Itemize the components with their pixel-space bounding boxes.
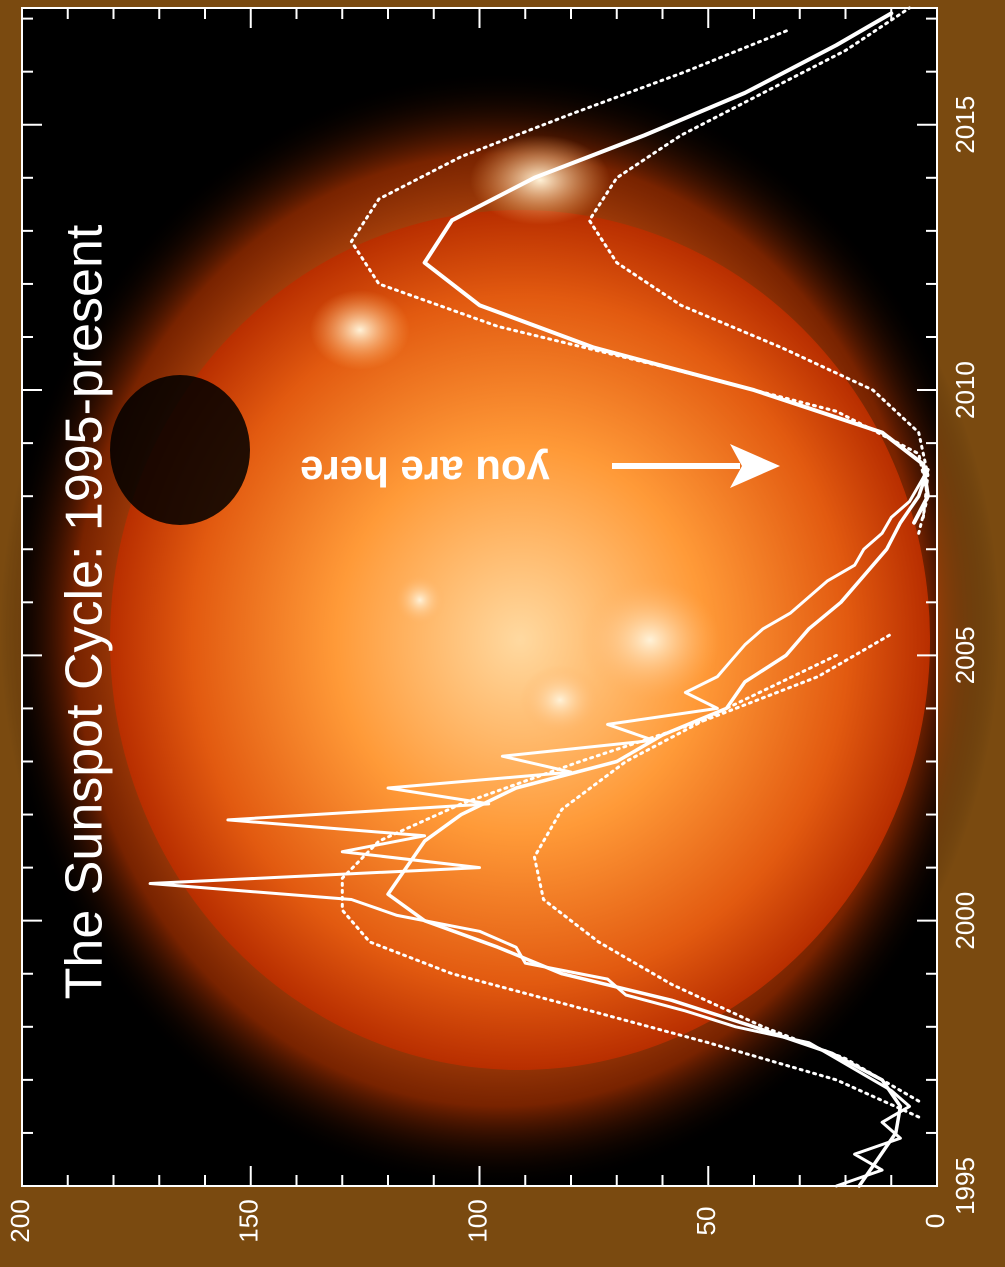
- series-prediction-previous: [532, 653, 921, 1103]
- annotation-group: you are here: [300, 444, 780, 495]
- x-tick-label: 2000: [950, 892, 980, 950]
- coronal-hole: [110, 375, 250, 525]
- chart-title: The Sunspot Cycle: 1995-present: [56, 224, 114, 999]
- series-prediction-previous: [340, 632, 921, 1119]
- y-tick-label: 200: [5, 1199, 35, 1242]
- x-tick-label: 1995: [950, 1157, 980, 1215]
- y-tick-label: 50: [691, 1207, 721, 1236]
- series-observed: [148, 468, 930, 1188]
- y-tick-label: 0: [920, 1214, 950, 1228]
- x-tick-label: 2010: [950, 361, 980, 419]
- annotation-you-are-here: you are here: [300, 448, 550, 495]
- active-region: [520, 665, 600, 735]
- tick-labels: 1995 2000 2005 2010 2015 0 50 100 150 200: [5, 96, 980, 1243]
- x-tick-label: 2015: [950, 96, 980, 154]
- x-tick-label: 2005: [950, 626, 980, 684]
- active-region: [310, 290, 410, 370]
- series-group: [148, 6, 930, 1188]
- active-region: [470, 135, 610, 225]
- y-tick-label: 150: [234, 1199, 264, 1242]
- y-tick-label: 100: [462, 1199, 492, 1242]
- sun-image: [0, 70, 1000, 1190]
- series-prediction-lower: [587, 6, 930, 519]
- series-prediction: [422, 11, 930, 525]
- ticks: [21, 8, 938, 1187]
- sun-disk: [110, 210, 930, 1070]
- annotation-arrow-head: [730, 444, 780, 488]
- active-region: [395, 575, 445, 625]
- series-prediction-upper: [349, 27, 930, 535]
- active-region: [580, 580, 720, 700]
